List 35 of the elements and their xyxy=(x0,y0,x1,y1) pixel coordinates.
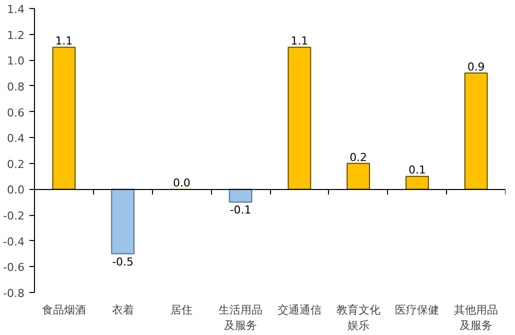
y-tick-label: -0.6 xyxy=(3,261,25,274)
data-label: 1.1 xyxy=(290,34,308,48)
data-label: -0.1 xyxy=(230,204,252,217)
data-label: 1.1 xyxy=(55,34,73,48)
y-tick-label: 1.2 xyxy=(7,28,25,42)
y-tick-label: -0.2 xyxy=(3,210,25,223)
y-tick-label: 1.0 xyxy=(7,54,25,68)
bar xyxy=(111,188,134,254)
bar xyxy=(346,162,370,190)
y-tick-label: 0.2 xyxy=(7,158,25,171)
bar xyxy=(406,176,429,190)
data-label: 0.0 xyxy=(172,176,190,190)
x-tick-label: 其他用品及服务 xyxy=(454,304,498,332)
y-tick-label: -0.8 xyxy=(3,287,25,300)
y-tick-label: 0.4 xyxy=(7,132,25,146)
bar xyxy=(288,46,312,190)
bar xyxy=(52,46,76,190)
x-tick-label: 衣着 xyxy=(112,304,134,316)
x-tick-label: 生活用品及服务 xyxy=(218,304,263,332)
x-tick-label: 交通通信 xyxy=(277,304,322,316)
x-tick-label: 医疗保健 xyxy=(395,304,440,316)
y-tick-label: 1.4 xyxy=(7,3,25,16)
data-label: 0.1 xyxy=(408,164,426,177)
x-tick-label: 居住 xyxy=(170,304,193,316)
y-tick-label: -0.4 xyxy=(3,235,25,248)
bar xyxy=(228,188,252,203)
y-tick-label: 0.8 xyxy=(7,80,25,94)
data-label: -0.5 xyxy=(112,255,134,268)
y-tick-label: 0.0 xyxy=(7,184,25,197)
bar xyxy=(464,72,488,190)
data-label: 0.9 xyxy=(467,60,485,74)
x-tick-label: 教育文化娱乐 xyxy=(336,304,380,332)
y-tick-label: 0.6 xyxy=(7,106,25,120)
data-label: 0.2 xyxy=(350,150,368,164)
x-tick-label: 食品烟酒 xyxy=(42,304,86,316)
